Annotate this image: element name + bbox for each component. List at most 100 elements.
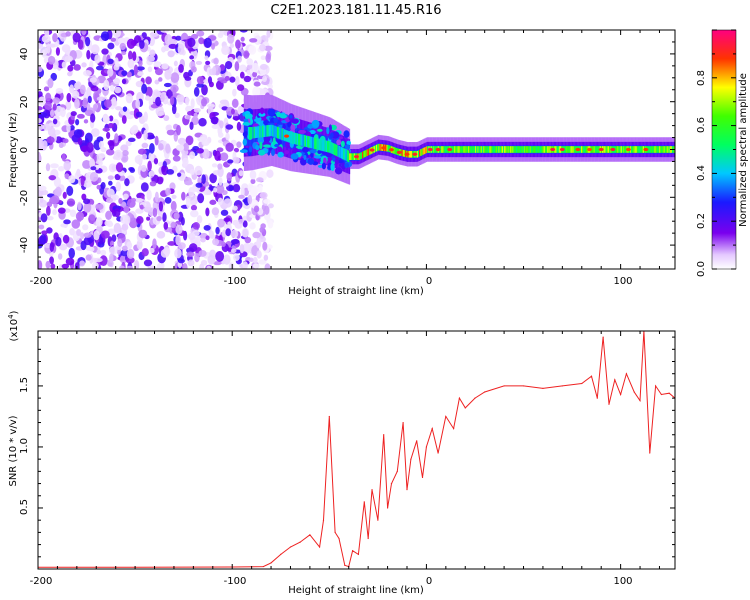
heatmap-core-cell <box>347 150 350 163</box>
heatmap-core-cell <box>441 146 443 153</box>
heatmap-core-cell <box>266 125 268 137</box>
heatmap-noise-cell <box>38 139 44 149</box>
heatmap-noise-cell <box>219 152 229 162</box>
heatmap-core-cell <box>479 146 482 153</box>
heatmap-noise-cell <box>176 94 185 103</box>
snr-data-point <box>357 553 360 555</box>
snr-data-point <box>431 428 433 430</box>
heatmap-core-cell <box>659 146 661 153</box>
heatmap-noise-cell <box>127 59 135 69</box>
heatmap-noise-cell <box>135 208 142 214</box>
heatmap-blob <box>259 107 265 115</box>
heatmap-core-cell <box>584 146 586 153</box>
heatmap-noise-cell <box>163 82 172 88</box>
heatmap-core-cell <box>373 145 375 153</box>
heatmap-noise-cell <box>106 197 113 204</box>
heatmap-noise-cell <box>153 157 159 165</box>
heatmap-core-cell <box>451 146 454 153</box>
heatmap-blob <box>331 131 340 139</box>
heatmap-noise-cell <box>134 197 144 203</box>
snr-data-point <box>344 564 346 566</box>
heatmap-noise-cell <box>243 203 251 210</box>
heatmap-noise-cell <box>186 110 195 116</box>
heatmap-noise-cell <box>158 77 163 82</box>
heatmap-noise-cell <box>250 178 256 185</box>
heatmap-core-cell <box>512 146 514 153</box>
snr-data-point <box>561 385 563 387</box>
heatmap-core-cell <box>477 146 479 153</box>
heatmap-peak-spot <box>447 147 453 152</box>
heatmap-core-cell <box>481 146 484 153</box>
heatmap-noise-cell <box>140 182 149 192</box>
snr-data-point <box>596 397 598 399</box>
heatmap-core-cell <box>607 146 610 153</box>
heatmap-core-cell <box>433 146 435 153</box>
heatmap-noise-cell <box>50 72 57 81</box>
snr-data-point <box>421 476 424 479</box>
heatmap-core-cell <box>490 146 492 153</box>
heatmap-noise-cell <box>229 43 235 48</box>
heatmap-noise-cell <box>252 231 261 239</box>
heatmap-noise-cell <box>83 236 93 246</box>
heatmap-peak-spot <box>575 147 581 152</box>
heatmap-core-cell <box>519 146 521 153</box>
heatmap-noise-cell <box>133 64 138 75</box>
heatmap-noise-cell <box>65 31 71 37</box>
heatmap-noise-cell <box>63 219 71 225</box>
heatmap-noise-cell <box>177 172 182 177</box>
heatmap-core-cell <box>311 137 314 149</box>
heatmap-noise-cell <box>256 238 262 249</box>
heatmap-noise-cell <box>253 81 261 87</box>
heatmap-core-cell <box>534 146 536 153</box>
spectrogram-x-tick: -100 <box>224 276 247 287</box>
snr-data-point <box>352 550 354 552</box>
heatmap-core-cell <box>261 125 264 138</box>
heatmap-noise-cell <box>238 194 245 199</box>
heatmap-core-cell <box>267 125 269 137</box>
heatmap-noise-cell <box>198 249 207 257</box>
heatmap-core-cell <box>388 145 391 153</box>
heatmap-core-cell <box>546 146 548 153</box>
heatmap-core-cell <box>608 146 611 153</box>
heatmap-noise-cell <box>178 63 184 73</box>
heatmap-noise-cell <box>62 138 69 144</box>
heatmap-noise-cell <box>232 115 240 121</box>
heatmap-blob <box>255 144 260 151</box>
heatmap-noise-cell <box>170 72 180 84</box>
heatmap-noise-cell <box>154 191 159 203</box>
heatmap-noise-cell <box>105 148 115 156</box>
heatmap-noise-cell <box>170 221 177 229</box>
heatmap-core-cell <box>271 124 273 137</box>
heatmap-noise-cell <box>196 76 204 85</box>
heatmap-blob <box>298 129 307 134</box>
heatmap-noise-cell <box>259 191 268 199</box>
heatmap-core-cell <box>315 137 317 150</box>
heatmap-blob <box>239 149 248 153</box>
heatmap-core-cell <box>276 126 279 139</box>
heatmap-core-cell <box>304 135 307 147</box>
heatmap-noise-cell <box>210 116 219 125</box>
heatmap-core-cell <box>565 146 568 153</box>
heatmap-core-cell <box>527 146 529 153</box>
heatmap-noise-cell <box>205 60 211 65</box>
heatmap-core-cell <box>264 125 266 137</box>
heatmap-noise-cell <box>189 151 196 160</box>
heatmap-noise-cell <box>223 217 231 222</box>
heatmap-core-cell <box>419 149 421 157</box>
heatmap-noise-cell <box>195 60 203 65</box>
heatmap-noise-cell <box>38 152 42 163</box>
snr-data-point <box>386 507 389 509</box>
heatmap-core-cell <box>516 146 519 153</box>
heatmap-noise-cell <box>55 236 62 247</box>
heatmap-core-cell <box>521 146 523 153</box>
heatmap-noise-cell <box>67 65 74 72</box>
heatmap-noise-cell <box>142 153 148 160</box>
heatmap-blob <box>313 155 322 159</box>
heatmap-noise-cell <box>141 142 149 149</box>
heatmap-noise-cell <box>39 46 48 56</box>
heatmap-core-cell <box>639 146 641 153</box>
heatmap-peak-spot <box>388 148 394 152</box>
heatmap-noise-cell <box>220 209 229 216</box>
heatmap-noise-cell <box>232 205 238 211</box>
heatmap-blob <box>289 114 293 119</box>
